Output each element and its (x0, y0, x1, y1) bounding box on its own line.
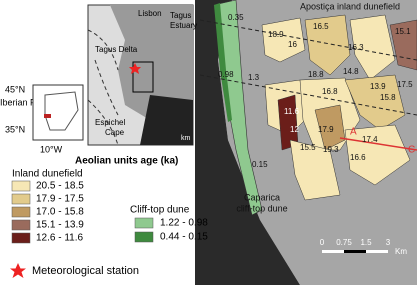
legend-group: Cliff-top dune (130, 205, 190, 216)
age-label: 0.15 (252, 160, 268, 169)
legend-label: 15.1 - 13.9 (36, 220, 84, 231)
profile-label: C (408, 145, 415, 156)
age-label: 17.4 (362, 135, 378, 144)
legend-title: Aeolian units age (ka) (75, 156, 178, 167)
age-label: 13.9 (370, 82, 386, 91)
age-label: 16 (288, 40, 297, 49)
place-label: Espichel (95, 118, 125, 127)
age-label: 15.1 (395, 27, 411, 36)
legend-label: 0.44 - 0.15 (160, 232, 208, 243)
map-title: Apostiça inland dunefield (300, 1, 400, 11)
caparica-label: Caparica (244, 192, 280, 202)
age-label: 16.6 (350, 153, 366, 162)
age-label: 15.8 (380, 93, 396, 102)
age-label: 16.8 (322, 87, 338, 96)
age-label: 15.5 (300, 143, 316, 152)
scale-label: 0.75 (336, 238, 352, 247)
legend-label: 17.9 - 17.5 (36, 194, 84, 205)
legend-label: Meteorological station (32, 265, 139, 277)
place-label: Estuary (170, 21, 197, 30)
lat-label: 35°N (5, 124, 25, 134)
age-label: 14.8 (343, 67, 359, 76)
place-label: Tagus (170, 11, 191, 20)
caparica-label: cliff-top dune (236, 203, 287, 213)
age-label: 16.5 (313, 22, 329, 31)
profile-label: A (350, 127, 357, 138)
inset-scale: km (181, 135, 191, 142)
age-label: 18.8 (308, 70, 324, 79)
main-map (195, 0, 417, 285)
legend-group: Inland dunefield (12, 169, 83, 180)
scale-label: 0 (320, 238, 325, 247)
age-label: 1.3 (248, 73, 260, 82)
locator-map: Iberian Peninsula 45°N 35°N 10°W (0, 84, 84, 154)
inset-map: Lisbon Tagus Estuary Tagus Delta Espiche… (87, 4, 197, 146)
legend-label: 20.5 - 18.5 (36, 181, 84, 192)
legend-label: 17.0 - 15.8 (36, 207, 84, 218)
legend-label: 12.6 - 11.6 (36, 233, 84, 244)
age-label: 0.98 (218, 70, 234, 79)
scale-unit: Km (395, 247, 407, 256)
age-label: 17.5 (397, 80, 413, 89)
legend: Aeolian units age (ka) Inland dunefield … (10, 156, 208, 278)
scale-bar: 0 0.75 1.5 3 Km (320, 238, 408, 256)
age-label: 0.35 (228, 13, 244, 22)
age-label: 19.3 (323, 145, 339, 154)
place-label: Tagus Delta (95, 45, 138, 54)
place-label: Lisbon (138, 9, 162, 18)
map-labels: Apostiça inland dunefield 0.35 18.9 16.5… (218, 1, 415, 256)
lat-label: 45°N (5, 84, 25, 94)
station-marker (129, 63, 141, 74)
age-label: 11.6 (284, 107, 300, 116)
lon-label: 10°W (40, 144, 63, 154)
legend-label: 1.22 - 0.98 (160, 218, 208, 229)
age-label: 18.9 (268, 30, 284, 39)
age-label: 12 (290, 125, 299, 134)
age-label: 17.9 (318, 125, 334, 134)
scale-label: 1.5 (360, 238, 372, 247)
age-label: 16.3 (348, 43, 364, 52)
place-label: Cape (105, 128, 125, 137)
scale-label: 3 (386, 238, 391, 247)
